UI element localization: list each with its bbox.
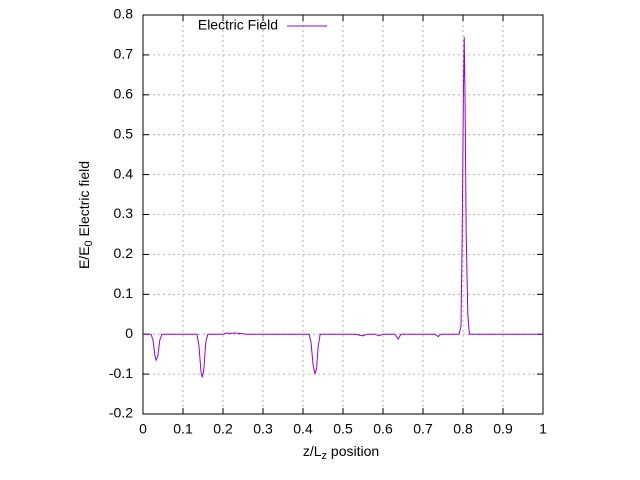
x-tick-label: 0.6 [373,421,393,437]
y-label-part: E/E [76,246,92,269]
y-tick-label: 0 [125,325,133,341]
x-tick-label: 0.1 [173,421,193,437]
y-tick-label: 0.6 [114,86,134,102]
legend-label: Electric Field [198,17,278,33]
x-tick-label: 0.3 [253,421,273,437]
x-label-part: position [327,443,379,459]
x-tick-label: 0.9 [493,421,513,437]
y-label-sub: 0 [83,240,95,246]
x-tick-label: 0.2 [213,421,233,437]
x-tick-label: 1 [539,421,547,437]
y-tick-label: 0.2 [114,245,134,261]
y-tick-label: -0.2 [109,405,133,421]
y-tick-label: 0.4 [114,165,134,181]
y-tick-label: 0.8 [114,6,134,22]
y-tick-label: 0.7 [114,46,134,62]
y-axis-label: E/E0 Electric field [76,161,95,269]
plot-frame [142,14,544,415]
x-tick-label: 0.8 [453,421,473,437]
y-tick-label: -0.1 [109,365,133,381]
x-tick-label: 0.4 [293,421,313,437]
y-tick-label: 0.5 [114,125,134,141]
x-axis-label: z/Lz position [303,443,379,462]
x-label-part: z/L [303,443,322,459]
x-tick-label: 0.7 [413,421,433,437]
x-label-sub: z [322,450,328,462]
data-line [143,36,543,378]
y-tick-label: 0.1 [114,285,134,301]
y-label-part: Electric field [76,161,92,240]
x-tick-label: 0 [139,421,147,437]
x-tick-label: 0.5 [333,421,353,437]
y-tick-label: 0.3 [114,205,134,221]
